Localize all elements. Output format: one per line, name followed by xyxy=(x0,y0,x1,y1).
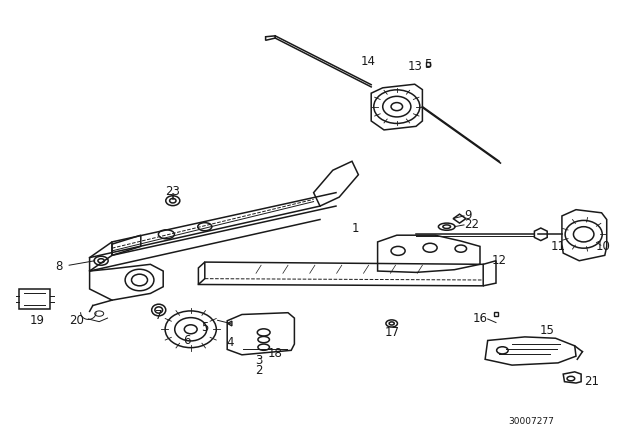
Text: 20: 20 xyxy=(69,314,84,327)
Text: 8: 8 xyxy=(55,260,63,273)
Text: 15: 15 xyxy=(540,324,555,337)
Text: 14: 14 xyxy=(360,55,376,69)
Text: 7: 7 xyxy=(155,309,163,323)
Text: 18: 18 xyxy=(268,347,282,361)
Text: 16: 16 xyxy=(473,312,488,326)
Text: 23: 23 xyxy=(165,185,180,198)
Text: 22: 22 xyxy=(464,218,479,232)
Text: 19: 19 xyxy=(29,314,45,327)
Text: 4: 4 xyxy=(226,336,234,349)
Text: 5: 5 xyxy=(424,58,431,72)
Text: 5: 5 xyxy=(200,321,208,335)
Text: 13: 13 xyxy=(407,60,422,73)
Text: 2: 2 xyxy=(255,364,262,378)
Text: 9: 9 xyxy=(464,209,472,223)
Text: 17: 17 xyxy=(384,326,399,339)
Text: 1: 1 xyxy=(351,222,359,235)
Text: 11: 11 xyxy=(550,240,566,253)
Text: 6: 6 xyxy=(183,334,191,347)
Text: 30007277: 30007277 xyxy=(508,417,554,426)
Text: 21: 21 xyxy=(584,375,598,388)
Text: 10: 10 xyxy=(595,240,611,253)
Text: 12: 12 xyxy=(492,254,507,267)
Text: 3: 3 xyxy=(255,354,262,367)
